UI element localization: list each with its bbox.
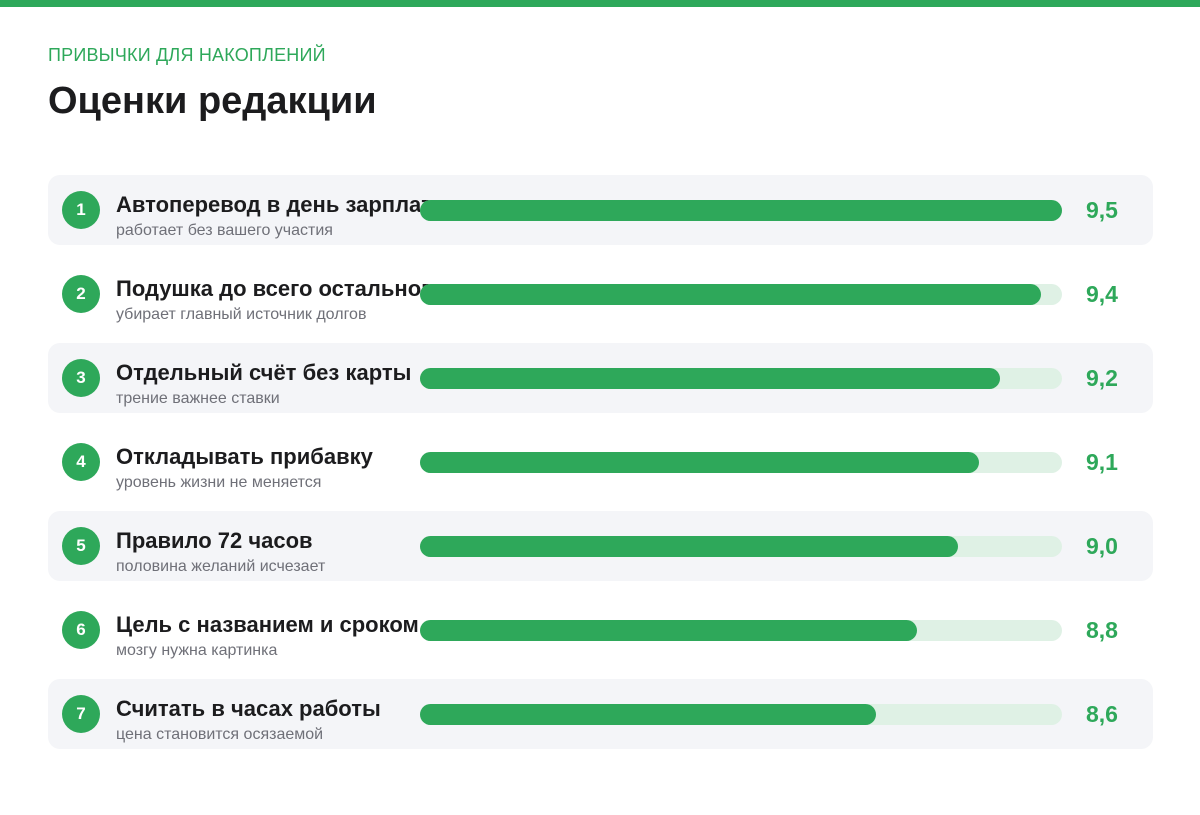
rating-row: 1 Автоперевод в день зарплаты работает без…	[48, 175, 1153, 245]
habit-name: Считать в часах работы	[116, 696, 381, 721]
score-value: 9,5	[1086, 197, 1118, 223]
rank-badge: 4	[62, 443, 100, 481]
score-value: 9,1	[1086, 449, 1118, 475]
score-bar	[420, 536, 959, 557]
score-value: 8,8	[1086, 617, 1118, 643]
habit-description: убирает главный источник долгов	[116, 306, 367, 323]
habit-description: половина желаний исчезает	[116, 558, 326, 575]
habit-description: работает без вашего участия	[116, 222, 333, 239]
score-bar	[420, 368, 1000, 389]
score-bar-track	[420, 704, 1062, 725]
score-value: 9,0	[1086, 533, 1118, 559]
score-value: 9,4	[1086, 281, 1118, 307]
rank-badge: 5	[62, 527, 100, 565]
score-bar	[420, 284, 1042, 305]
score-bar-track	[420, 368, 1062, 389]
rating-row: 7 Считать в часах работы цена становится о…	[48, 679, 1153, 749]
top-accent-bar	[0, 0, 1200, 7]
score-bar-track	[420, 620, 1062, 641]
habit-name: Автоперевод в день зарплаты	[116, 192, 451, 217]
habit-description: трение важнее ставки	[116, 390, 280, 407]
score-value: 8,6	[1086, 701, 1118, 727]
habit-description: уровень жизни не меняется	[116, 474, 322, 491]
score-bar	[420, 452, 980, 473]
score-bar	[420, 704, 876, 725]
habit-name: Подушка до всего остального	[116, 276, 444, 301]
rank-badge: 6	[62, 611, 100, 649]
habit-name: Правило 72 часов	[116, 528, 313, 553]
habit-name: Отдельный счёт без карты	[116, 360, 412, 385]
rating-row: 4 Откладывать прибавку уровень жизни не ме…	[48, 427, 1153, 497]
score-bar-track	[420, 536, 1062, 557]
rank-badge: 2	[62, 275, 100, 313]
rating-row: 2 Подушка до всего остального убирает глав…	[48, 259, 1153, 329]
score-bar-track	[420, 452, 1062, 473]
rank-badge: 1	[62, 191, 100, 229]
score-bar	[420, 200, 1062, 221]
rating-row: 5 Правило 72 часов половина желаний исчеза…	[48, 511, 1153, 581]
habit-name: Цель с названием и сроком	[116, 612, 419, 637]
rank-badge: 7	[62, 695, 100, 733]
score-value: 9,2	[1086, 365, 1118, 391]
section-kicker: ПРИВЫЧКИ ДЛЯ НАКОПЛЕНИЙ	[48, 45, 326, 65]
habit-name: Откладывать прибавку	[116, 444, 373, 469]
rank-badge: 3	[62, 359, 100, 397]
page-title: Оценки редакции	[48, 80, 377, 122]
score-bar-track	[420, 200, 1062, 221]
ratings-chart: 1 Автоперевод в день зарплаты работает без…	[48, 175, 1153, 763]
rating-row: 3 Отдельный счёт без карты трение важнее с…	[48, 343, 1153, 413]
score-bar-track	[420, 284, 1062, 305]
score-bar	[420, 620, 918, 641]
habit-description: мозгу нужна картинка	[116, 642, 278, 659]
rating-row: 6 Цель с названием и сроком мозгу нужна ка…	[48, 595, 1153, 665]
habit-description: цена становится осязаемой	[116, 726, 324, 743]
